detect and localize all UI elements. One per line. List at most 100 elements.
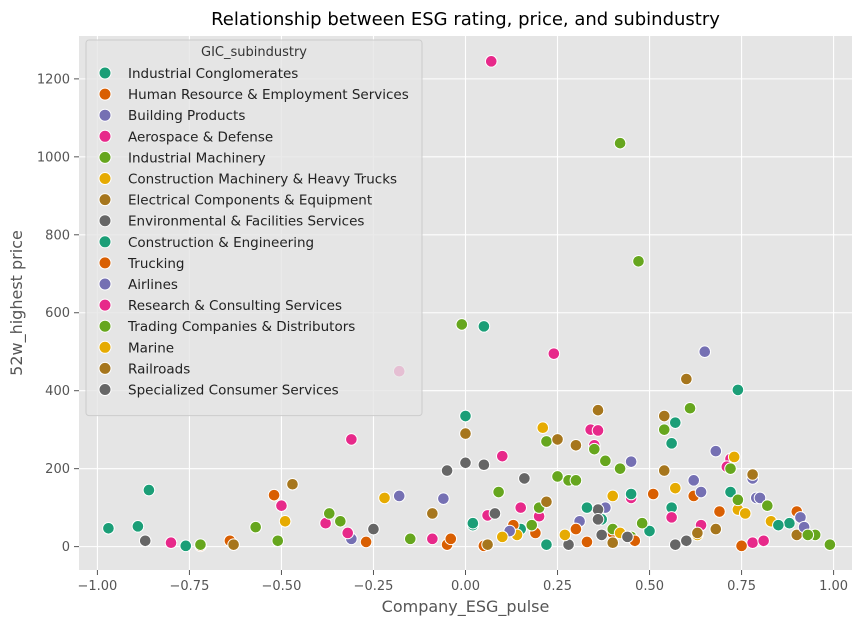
data-point (666, 438, 678, 450)
y-tick-label: 800 (45, 228, 70, 243)
legend-marker (99, 173, 111, 185)
legend-marker (99, 130, 111, 142)
data-point (346, 434, 358, 446)
data-point (732, 494, 744, 506)
y-tick-label: 0 (62, 540, 70, 555)
x-tick-label: 0.25 (543, 579, 572, 594)
data-point (625, 488, 637, 500)
data-point (607, 490, 619, 502)
data-point (548, 348, 560, 360)
data-point (592, 425, 604, 437)
data-point (276, 500, 288, 512)
data-point (589, 443, 601, 455)
data-point (684, 402, 696, 414)
legend-marker (99, 320, 111, 332)
data-point (541, 496, 553, 508)
data-point (614, 463, 626, 475)
data-point (515, 502, 527, 514)
data-point (541, 539, 553, 551)
data-point (404, 533, 416, 545)
legend-marker (99, 362, 111, 374)
data-point (287, 478, 299, 490)
data-point (570, 439, 582, 451)
data-point (658, 465, 670, 477)
legend-marker (99, 151, 111, 163)
data-point (714, 506, 726, 518)
data-point (824, 539, 836, 551)
data-point (570, 523, 582, 535)
data-point (493, 486, 505, 498)
data-point (485, 56, 497, 68)
legend-label: Industrial Machinery (128, 150, 266, 166)
data-point (710, 523, 722, 535)
data-point (445, 533, 457, 545)
data-point (622, 531, 634, 543)
data-point (268, 489, 280, 501)
legend-label: Marine (128, 340, 174, 356)
x-tick-label: 0.50 (635, 579, 664, 594)
data-point (636, 517, 648, 529)
data-point (666, 512, 678, 524)
data-point (747, 537, 759, 549)
legend-marker (99, 215, 111, 227)
data-point (195, 539, 207, 551)
data-point (467, 517, 479, 529)
data-point (526, 519, 538, 531)
legend: GIC_subindustry Industrial Conglomerates… (86, 40, 422, 416)
x-tick-label: −0.75 (170, 579, 210, 594)
data-point (692, 527, 704, 539)
legend-label: Trucking (127, 256, 185, 272)
data-point (773, 519, 785, 531)
x-tick-label: −0.50 (262, 579, 302, 594)
data-point (592, 404, 604, 416)
data-point (139, 535, 151, 547)
legend-label: Human Resource & Employment Services (128, 87, 409, 103)
legend-label: Construction & Engineering (128, 235, 314, 251)
data-point (762, 500, 774, 512)
y-axis-title: 52w_highest price (7, 230, 27, 376)
data-point (482, 539, 494, 551)
data-point (393, 490, 405, 502)
data-point (758, 535, 770, 547)
legend-label: Trading Companies & Distributors (127, 319, 355, 335)
data-point (747, 469, 759, 481)
data-point (600, 455, 612, 467)
data-point (614, 137, 626, 149)
data-point (728, 451, 740, 463)
legend-label: Electrical Components & Equipment (128, 193, 372, 209)
data-point (695, 486, 707, 498)
data-point (489, 508, 501, 520)
data-point (379, 492, 391, 504)
chart-title: Relationship between ESG rating, price, … (211, 9, 720, 30)
legend-marker (99, 236, 111, 248)
legend-label: Research & Consulting Services (128, 298, 342, 314)
data-point (103, 522, 115, 534)
legend-label: Specialized Consumer Services (128, 383, 339, 399)
data-point (143, 484, 155, 496)
legend-label: Construction Machinery & Heavy Trucks (128, 172, 397, 188)
x-tick-label: −1.00 (77, 579, 117, 594)
legend-marker (99, 109, 111, 121)
legend-label: Aerospace & Defense (128, 129, 273, 145)
data-point (688, 475, 700, 487)
data-point (497, 531, 509, 543)
data-point (596, 529, 608, 541)
data-point (681, 535, 693, 547)
data-point (581, 536, 593, 548)
legend-marker (99, 194, 111, 206)
data-point (552, 471, 564, 483)
data-point (670, 539, 682, 551)
data-point (670, 417, 682, 429)
x-tick-label: 1.00 (819, 579, 848, 594)
data-point (581, 502, 593, 514)
legend-marker (99, 384, 111, 396)
data-point (658, 410, 670, 422)
data-point (427, 533, 439, 545)
data-point (725, 463, 737, 475)
x-tick-label: 0.00 (451, 579, 480, 594)
data-point (441, 465, 453, 477)
data-point (132, 521, 144, 533)
y-tick-label: 400 (45, 384, 70, 399)
